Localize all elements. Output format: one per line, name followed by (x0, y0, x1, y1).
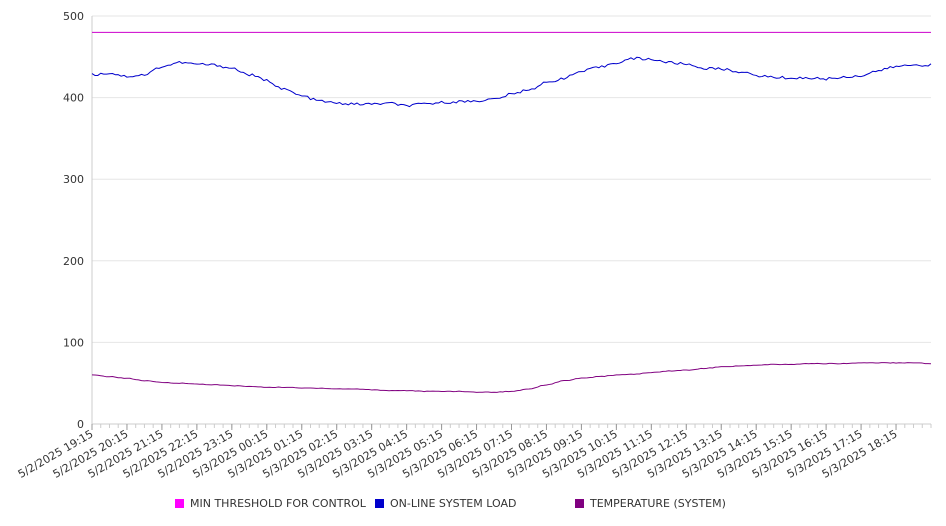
legend-item: TEMPERATURE (SYSTEM) (575, 497, 726, 510)
series-line-on-line-system-load (91, 56, 932, 108)
legend-item: MIN THRESHOLD FOR CONTROL (175, 497, 366, 510)
chart-legend: MIN THRESHOLD FOR CONTROL ON-LINE SYSTEM … (0, 497, 946, 515)
legend-label: TEMPERATURE (SYSTEM) (590, 497, 726, 510)
y-tick-label: 400 (63, 92, 84, 105)
series-line-temperature-system (91, 362, 932, 393)
legend-swatch (175, 499, 184, 508)
y-tick-label: 500 (63, 10, 84, 23)
legend-label: MIN THRESHOLD FOR CONTROL (190, 497, 366, 510)
legend-item: ON-LINE SYSTEM LOAD (375, 497, 516, 510)
legend-swatch (575, 499, 584, 508)
y-tick-label: 0 (77, 418, 84, 431)
legend-label: ON-LINE SYSTEM LOAD (390, 497, 517, 510)
y-tick-label: 300 (63, 173, 84, 186)
y-tick-label: 200 (63, 255, 84, 268)
legend-swatch (375, 499, 384, 508)
y-tick-label: 100 (63, 336, 84, 349)
